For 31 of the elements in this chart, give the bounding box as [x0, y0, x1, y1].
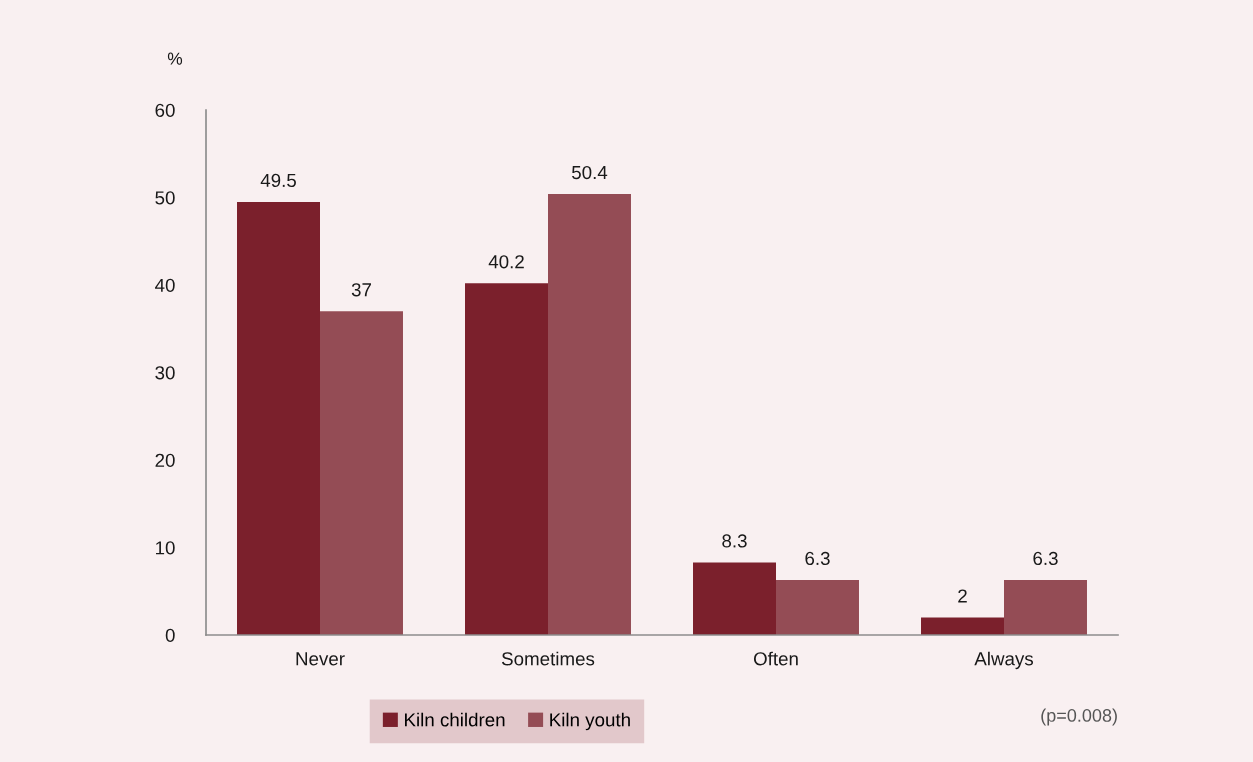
data-label: 37	[351, 283, 371, 297]
y-tick-label: 60	[155, 103, 175, 117]
y-tick-label: 30	[155, 366, 175, 380]
bar	[776, 579, 859, 635]
y-tick-label: 0	[165, 628, 175, 642]
bar	[548, 194, 631, 635]
bar	[237, 201, 320, 635]
y-axis-title: %	[167, 52, 183, 65]
data-label: 6.3	[805, 551, 830, 566]
x-tick-label: Never	[296, 652, 345, 666]
bar	[921, 617, 1004, 635]
data-label: 2	[958, 589, 967, 603]
x-tick-label: Always	[974, 651, 1034, 670]
y-tick-label: 20	[155, 453, 175, 467]
y-tick-label: 10	[156, 541, 175, 555]
y-tick-label: 50	[155, 191, 175, 205]
legend-label: Kiln children	[405, 712, 505, 727]
data-label: 8.3	[722, 534, 747, 548]
x-tick-label: Often	[753, 651, 798, 666]
data-label: 40.2	[488, 255, 524, 269]
data-label: 6.3	[1033, 551, 1058, 566]
bar	[1004, 579, 1087, 635]
data-label: 50.4	[572, 165, 608, 180]
legend-label: Kiln youth	[550, 712, 630, 731]
text: (p=0.008)	[1041, 708, 1117, 726]
bar	[693, 562, 776, 635]
x-tick-label: Sometimes	[501, 651, 595, 666]
y-tick-label: 40	[155, 278, 175, 292]
data-label: 49.5	[260, 173, 296, 188]
bar	[320, 311, 403, 635]
bar	[465, 283, 548, 635]
